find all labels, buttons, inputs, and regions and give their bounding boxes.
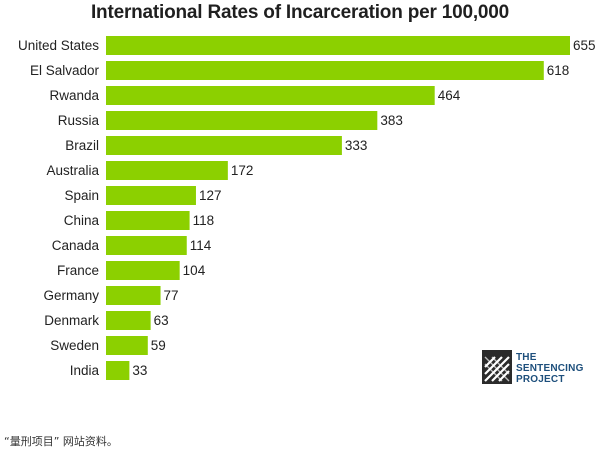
bar	[106, 86, 435, 105]
category-label: France	[57, 263, 99, 278]
category-label: Brazil	[65, 138, 99, 153]
value-label: 127	[199, 188, 222, 203]
footnote-caption: “量刑项目” 网站资料。	[4, 435, 118, 448]
value-label: 333	[345, 138, 368, 153]
bar	[106, 111, 378, 130]
bar	[106, 286, 161, 305]
category-label: United States	[18, 38, 99, 53]
logo-mark-icon	[482, 350, 512, 384]
value-label: 655	[573, 38, 596, 53]
value-label: 63	[154, 313, 169, 328]
bar	[106, 136, 342, 155]
bar	[106, 36, 570, 55]
value-label: 104	[183, 263, 206, 278]
sentencing-project-logo: THE SENTENCING PROJECT	[482, 350, 592, 386]
category-label: Australia	[46, 163, 99, 178]
category-label: El Salvador	[30, 63, 100, 78]
value-label: 383	[380, 113, 403, 128]
logo-text-line3: PROJECT	[516, 374, 565, 385]
value-label: 59	[151, 338, 166, 353]
category-label: Germany	[43, 288, 99, 303]
bar	[106, 361, 130, 380]
category-label: Sweden	[50, 338, 99, 353]
bar	[106, 186, 196, 205]
category-label: Canada	[52, 238, 100, 253]
category-label: Rwanda	[49, 88, 99, 103]
category-label: Russia	[58, 113, 100, 128]
bar	[106, 311, 151, 330]
category-label: India	[70, 363, 100, 378]
bar	[106, 161, 228, 180]
bar	[106, 336, 148, 355]
value-label: 114	[190, 238, 212, 253]
bar	[106, 211, 190, 230]
value-label: 618	[547, 63, 570, 78]
value-label: 118	[193, 213, 215, 228]
logo-text-line1: THE	[516, 352, 537, 363]
bar	[106, 236, 187, 255]
category-label: China	[64, 213, 100, 228]
category-label: Denmark	[44, 313, 99, 328]
bar	[106, 61, 544, 80]
chart-title: International Rates of Incarceration per…	[90, 2, 510, 23]
logo-text-line2: SENTENCING	[516, 363, 584, 374]
value-label: 464	[438, 88, 461, 103]
value-label: 77	[164, 288, 179, 303]
bar	[106, 261, 180, 280]
category-label: Spain	[64, 188, 99, 203]
value-label: 33	[132, 363, 147, 378]
value-label: 172	[231, 163, 254, 178]
